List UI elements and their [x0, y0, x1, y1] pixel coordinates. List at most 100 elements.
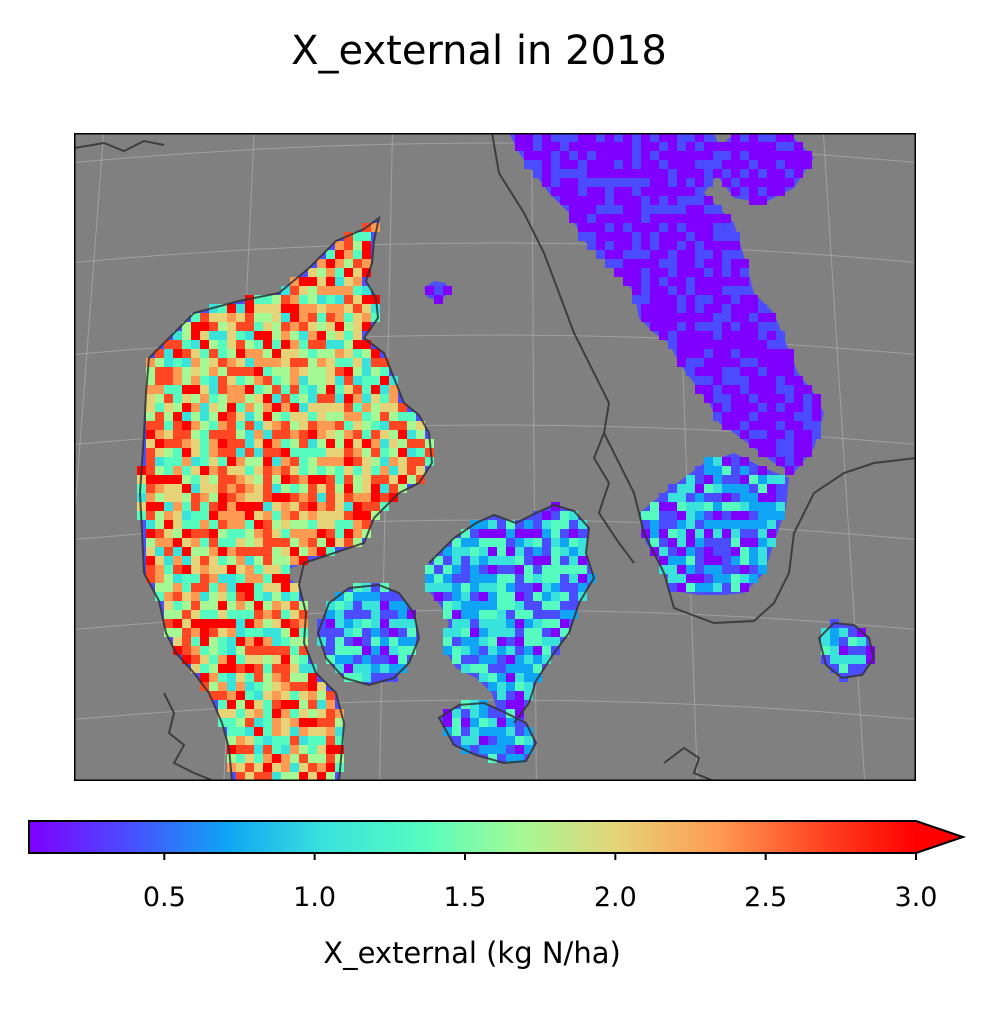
data-pixel: [758, 493, 767, 502]
data-pixel: [515, 664, 524, 673]
data-pixel: [182, 349, 191, 358]
data-pixel: [506, 556, 515, 565]
data-pixel: [686, 295, 695, 304]
data-pixel: [461, 709, 470, 718]
data-pixel: [749, 394, 758, 403]
data-pixel: [758, 133, 767, 142]
data-pixel: [452, 655, 461, 664]
data-pixel: [218, 583, 227, 592]
data-pixel: [560, 565, 569, 574]
data-pixel: [263, 349, 272, 358]
data-pixel: [668, 196, 677, 205]
data-pixel: [695, 250, 704, 259]
data-pixel: [290, 547, 299, 556]
data-pixel: [416, 421, 425, 430]
data-pixel: [623, 187, 632, 196]
data-pixel: [398, 484, 407, 493]
data-pixel: [758, 439, 767, 448]
data-pixel: [596, 133, 605, 142]
data-pixel: [281, 313, 290, 322]
data-pixel: [740, 430, 749, 439]
data-pixel: [398, 646, 407, 655]
data-pixel: [713, 358, 722, 367]
data-pixel: [263, 574, 272, 583]
data-pixel: [254, 520, 263, 529]
data-pixel: [299, 709, 308, 718]
data-pixel: [272, 682, 281, 691]
data-pixel: [398, 421, 407, 430]
data-pixel: [236, 619, 245, 628]
data-pixel: [209, 466, 218, 475]
data-pixel: [272, 727, 281, 736]
data-pixel: [245, 754, 254, 763]
data-pixel: [776, 187, 785, 196]
data-pixel: [731, 493, 740, 502]
data-pixel: [659, 502, 668, 511]
data-pixel: [263, 745, 272, 754]
data-pixel: [470, 727, 479, 736]
data-pixel: [344, 394, 353, 403]
data-pixel: [659, 250, 668, 259]
data-pixel: [200, 349, 209, 358]
data-pixel: [740, 277, 749, 286]
data-pixel: [740, 151, 749, 160]
data-pixel: [173, 475, 182, 484]
data-pixel: [164, 385, 173, 394]
data-pixel: [344, 304, 353, 313]
data-pixel: [245, 601, 254, 610]
data-pixel: [704, 583, 713, 592]
data-pixel: [155, 349, 164, 358]
data-pixel: [254, 655, 263, 664]
data-pixel: [704, 277, 713, 286]
data-pixel: [407, 448, 416, 457]
data-pixel: [605, 250, 614, 259]
graticule-meridian: [74, 133, 105, 530]
data-pixel: [704, 502, 713, 511]
data-pixel: [362, 502, 371, 511]
data-pixel: [650, 547, 659, 556]
data-pixel: [830, 628, 839, 637]
data-pixel: [713, 349, 722, 358]
data-pixel: [551, 583, 560, 592]
data-pixel: [695, 502, 704, 511]
data-pixel: [461, 646, 470, 655]
data-pixel: [227, 313, 236, 322]
data-pixel: [515, 574, 524, 583]
data-pixel: [272, 637, 281, 646]
data-pixel: [650, 205, 659, 214]
data-pixel: [335, 709, 344, 718]
data-pixel: [650, 304, 659, 313]
data-pixel: [533, 583, 542, 592]
data-pixel: [686, 322, 695, 331]
data-pixel: [632, 241, 641, 250]
data-pixel: [524, 601, 533, 610]
data-pixel: [551, 610, 560, 619]
data-pixel: [200, 331, 209, 340]
data-pixel: [569, 574, 578, 583]
data-pixel: [668, 583, 677, 592]
data-pixel: [326, 610, 335, 619]
data-pixel: [245, 700, 254, 709]
data-pixel: [713, 160, 722, 169]
data-pixel: [443, 565, 452, 574]
data-pixel: [371, 349, 380, 358]
data-pixel: [776, 502, 785, 511]
data-pixel: [740, 502, 749, 511]
data-pixel: [182, 322, 191, 331]
data-pixel: [245, 763, 254, 772]
data-pixel: [542, 538, 551, 547]
data-pixel: [749, 196, 758, 205]
data-pixel: [731, 475, 740, 484]
data-pixel: [236, 439, 245, 448]
data-pixel: [290, 529, 299, 538]
data-pixel: [506, 592, 515, 601]
data-pixel: [263, 421, 272, 430]
data-pixel: [704, 565, 713, 574]
data-pixel: [209, 646, 218, 655]
data-pixel: [713, 340, 722, 349]
data-pixel: [605, 259, 614, 268]
data-pixel: [758, 475, 767, 484]
data-pixel: [272, 772, 281, 781]
data-pixel: [578, 142, 587, 151]
data-pixel: [542, 592, 551, 601]
